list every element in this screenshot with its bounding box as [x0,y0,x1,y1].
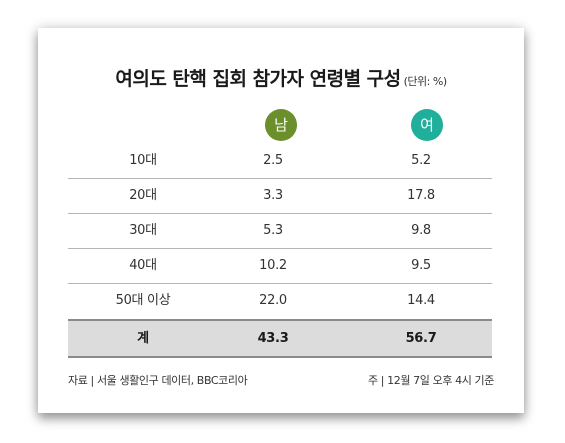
age-label: 10대 [129,153,157,168]
age-label: 20대 [129,188,157,203]
female-value: 9.5 [411,258,431,273]
female-value: 9.8 [411,223,431,238]
source-note: 자료 | 서울 생활인구 데이터, BBC코리아 [68,374,248,387]
male-value: 5.3 [263,223,283,238]
unit-note: (단위: %) [403,75,447,88]
age-label: 50대 이상 [115,293,171,308]
chart-title: 여의도 탄핵 집회 참가자 연령별 구성 [115,68,401,90]
table-row: 30대 5.3 9.8 [68,214,492,249]
age-label: 40대 [129,258,157,273]
table-row: 10대 2.5 5.2 [68,144,492,179]
age-label: 30대 [129,223,157,238]
male-value: 2.5 [263,153,283,168]
total-label: 계 [137,331,149,346]
male-value: 3.3 [263,188,283,203]
female-total: 56.7 [405,331,437,346]
male-total: 43.3 [257,331,289,346]
male-column-badge: 남 [265,109,297,141]
total-row: 계 43.3 56.7 [68,319,492,358]
table-row: 50대 이상 22.0 14.4 [68,284,492,318]
table-row: 20대 3.3 17.8 [68,179,492,214]
male-value: 22.0 [259,293,287,308]
female-value: 14.4 [407,293,435,308]
table-row: 40대 10.2 9.5 [68,249,492,284]
female-value: 17.8 [407,188,435,203]
infographic-card: 여의도 탄핵 집회 참가자 연령별 구성 (단위: %) 남 여 10대 2.5 … [38,28,524,413]
male-value: 10.2 [259,258,287,273]
female-column-badge: 여 [411,109,443,141]
female-value: 5.2 [411,153,431,168]
time-note: 주 | 12월 7일 오후 4시 기준 [367,374,494,387]
title-row: 여의도 탄핵 집회 참가자 연령별 구성 (단위: %) [38,64,524,91]
